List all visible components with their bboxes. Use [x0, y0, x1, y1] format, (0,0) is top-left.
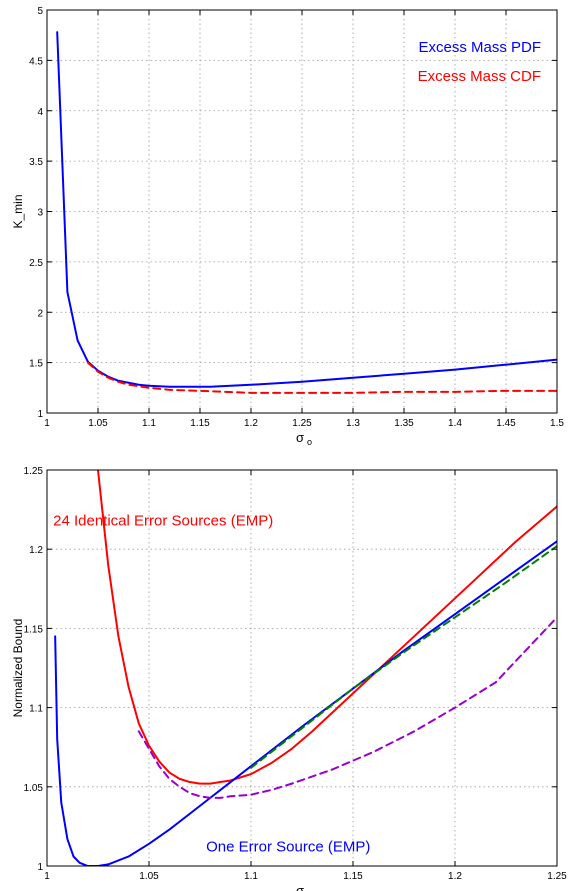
x-tick-label: 1.45	[496, 418, 516, 429]
legend-entry-1: Excess Mass PDF	[418, 39, 541, 56]
plot-area	[47, 10, 557, 413]
chart-2: 11.051.11.151.21.2511.051.11.151.21.25σo…	[11, 466, 567, 891]
y-tick-label: 5	[37, 6, 43, 17]
series-line-1	[97, 470, 557, 785]
x-axis-label: σ	[296, 883, 304, 891]
series-line-3	[250, 545, 557, 769]
y-tick-label: 1.15	[24, 624, 44, 635]
y-axis-label: Normalized Bound	[11, 619, 25, 718]
y-axis-label: K_min	[11, 194, 25, 228]
x-tick-label: 1.25	[547, 871, 567, 882]
x-tick-label: 1.25	[292, 418, 312, 429]
x-tick-label: 1.5	[550, 418, 564, 429]
y-tick-label: 3	[37, 208, 43, 219]
y-tick-label: 2	[37, 308, 43, 319]
plot-area	[47, 470, 557, 866]
x-tick-label: 1.2	[244, 418, 258, 429]
axes-box	[46, 469, 558, 867]
x-axis-label-subscript: o	[307, 437, 312, 447]
x-tick-label: 1.05	[88, 418, 108, 429]
series-line-2	[86, 361, 557, 394]
x-tick-label: 1.1	[244, 871, 258, 882]
x-tick-label: 1.05	[139, 871, 159, 882]
x-tick-label: 1	[44, 871, 50, 882]
legend-entry-2: Excess Mass CDF	[418, 68, 541, 85]
series-line-4	[137, 616, 557, 799]
x-tick-label: 1	[44, 418, 50, 429]
x-tick-label: 1.2	[448, 871, 462, 882]
series-group	[54, 470, 557, 866]
x-tick-label: 1.3	[346, 418, 360, 429]
x-tick-label: 1.35	[394, 418, 414, 429]
y-tick-label: 1	[37, 862, 43, 873]
y-tick-label: 1.2	[29, 545, 43, 556]
y-tick-label: 3.5	[29, 157, 43, 168]
x-tick-label: 1.1	[142, 418, 156, 429]
annotation-1: 24 Identical Error Sources (EMP)	[53, 512, 273, 529]
y-tick-label: 1.05	[24, 783, 44, 794]
chart-1: 1 1.05 1.1 1.15 1.2 1.25 1.3 1.35 1.4 1.45 1.5 1 1.5…	[11, 6, 564, 447]
y-tick-label: 1.25	[24, 466, 44, 477]
x-tick-label: 1.15	[190, 418, 210, 429]
x-tick-label: 1.4	[448, 418, 462, 429]
y-tick-label: 4.5	[29, 56, 43, 67]
y-tick-label: 1	[37, 409, 43, 420]
series-group	[56, 31, 557, 394]
y-tick-label: 1.5	[29, 359, 43, 370]
x-axis-label: σ	[296, 430, 304, 445]
y-tick-label: 1.1	[29, 704, 43, 715]
y-tick-label: 4	[37, 107, 43, 118]
y-tick-label: 2.5	[29, 258, 43, 269]
annotation-2: One Error Source (EMP)	[206, 839, 370, 856]
x-tick-label: 1.15	[343, 871, 363, 882]
